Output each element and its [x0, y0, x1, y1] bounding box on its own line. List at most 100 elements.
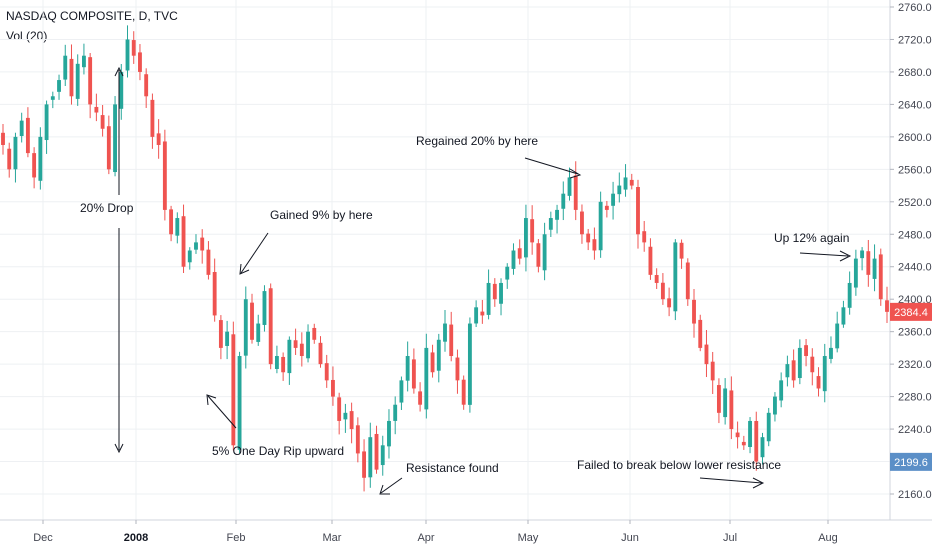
failed-arrow-head — [752, 477, 765, 489]
x-tick-label: Feb — [227, 532, 246, 544]
candle-body — [692, 299, 696, 324]
last-price-tag — [890, 302, 932, 321]
candle-body — [362, 451, 367, 478]
candle-body — [181, 216, 186, 267]
candle-body — [293, 340, 298, 348]
candle-body — [100, 115, 105, 129]
price-tags: 2384.4 2199.6 — [890, 302, 932, 471]
candle-body — [573, 175, 578, 210]
candle-body — [853, 258, 858, 288]
candle-body — [443, 323, 447, 342]
candle-body — [418, 391, 423, 405]
candle-body — [754, 420, 759, 462]
candle-body — [250, 302, 254, 340]
up-arrow-head — [839, 250, 852, 262]
candle-body — [349, 411, 354, 430]
annotation-up: Up 12% again — [774, 231, 849, 245]
x-tick-label: 2008 — [124, 532, 148, 544]
candle-body — [773, 396, 777, 415]
candle-body — [243, 299, 248, 356]
candle-body — [617, 185, 622, 195]
up-arrow — [799, 252, 849, 257]
candle-body — [156, 133, 161, 145]
candle-body — [393, 404, 398, 421]
chart-grid — [0, 0, 890, 520]
candle-body — [766, 412, 771, 442]
y-tick-label: 2280.0 — [898, 392, 932, 404]
candle-body — [63, 55, 68, 80]
candle-body — [368, 437, 373, 478]
candle-body — [281, 356, 286, 373]
candle-body — [511, 250, 516, 269]
candle-body — [113, 104, 117, 173]
x-tick-label: Dec — [33, 532, 53, 544]
candle-body — [816, 376, 821, 389]
candle-body — [611, 193, 616, 206]
y-tick-label: 2320.0 — [898, 359, 932, 371]
y-tick-label: 2360.0 — [898, 327, 932, 339]
candle-body — [642, 231, 647, 243]
candle-body — [710, 361, 715, 381]
drop-arrow-head-up — [114, 66, 124, 77]
candle-body — [312, 327, 317, 340]
candle-body — [791, 360, 796, 381]
failed-arrow — [699, 477, 763, 484]
candle-body — [225, 331, 230, 346]
candle-body — [729, 390, 734, 430]
candle-body — [69, 58, 74, 97]
candle-body — [256, 323, 261, 342]
candle-body — [704, 344, 709, 365]
candle-body — [405, 356, 410, 381]
candle-body — [268, 288, 273, 365]
candles — [1, 25, 889, 492]
candle-body — [822, 356, 827, 392]
candle-body — [411, 359, 416, 389]
candle-body — [885, 300, 889, 312]
candle-body — [194, 242, 198, 250]
x-tick-label: Jul — [723, 532, 737, 544]
candle-body — [374, 433, 379, 470]
annotations: 20% Drop Gained 9% by here 5% One Day Ri… — [80, 66, 852, 495]
candle-body — [94, 106, 99, 113]
y-tick-label: 2760.0 — [898, 2, 932, 14]
candle-body — [1, 132, 5, 145]
candle-body — [331, 379, 335, 397]
annotation-failed: Failed to break below lower resistance — [577, 458, 781, 472]
candle-body — [13, 136, 18, 170]
candle-body — [486, 282, 491, 315]
candle-body — [19, 120, 24, 136]
candle-body — [474, 307, 479, 324]
candle-body — [586, 233, 591, 243]
candle-body — [866, 251, 871, 275]
candle-body — [212, 271, 217, 316]
candle-body — [287, 339, 292, 374]
axes — [0, 0, 932, 521]
candle-body — [44, 104, 49, 141]
candle-body — [636, 187, 640, 235]
candle-body — [175, 218, 180, 236]
candle-body — [274, 356, 279, 369]
chart-title: NASDAQ COMPOSITE, D, TVC — [6, 9, 178, 23]
candle-body — [81, 55, 86, 68]
candle-body — [119, 71, 124, 109]
candle-body — [667, 298, 672, 308]
candle-body — [785, 364, 790, 378]
candle-body — [592, 239, 597, 251]
candle-body — [200, 237, 205, 251]
candle-body — [685, 262, 690, 300]
candle-body — [7, 148, 12, 170]
candle-body — [262, 291, 267, 325]
candle-body — [480, 311, 485, 316]
candle-body — [654, 275, 659, 283]
candle-body — [25, 117, 30, 154]
candle-body — [536, 243, 541, 267]
candle-body — [878, 254, 883, 300]
x-tick-label: Mar — [323, 532, 342, 544]
candle-body — [542, 234, 547, 271]
regained-arrow-head — [569, 168, 582, 179]
candle-body — [748, 420, 752, 447]
rip-arrow — [207, 395, 237, 429]
y-tick-label: 2440.0 — [898, 262, 932, 274]
price-tag-label: 2384.4 — [894, 307, 928, 319]
